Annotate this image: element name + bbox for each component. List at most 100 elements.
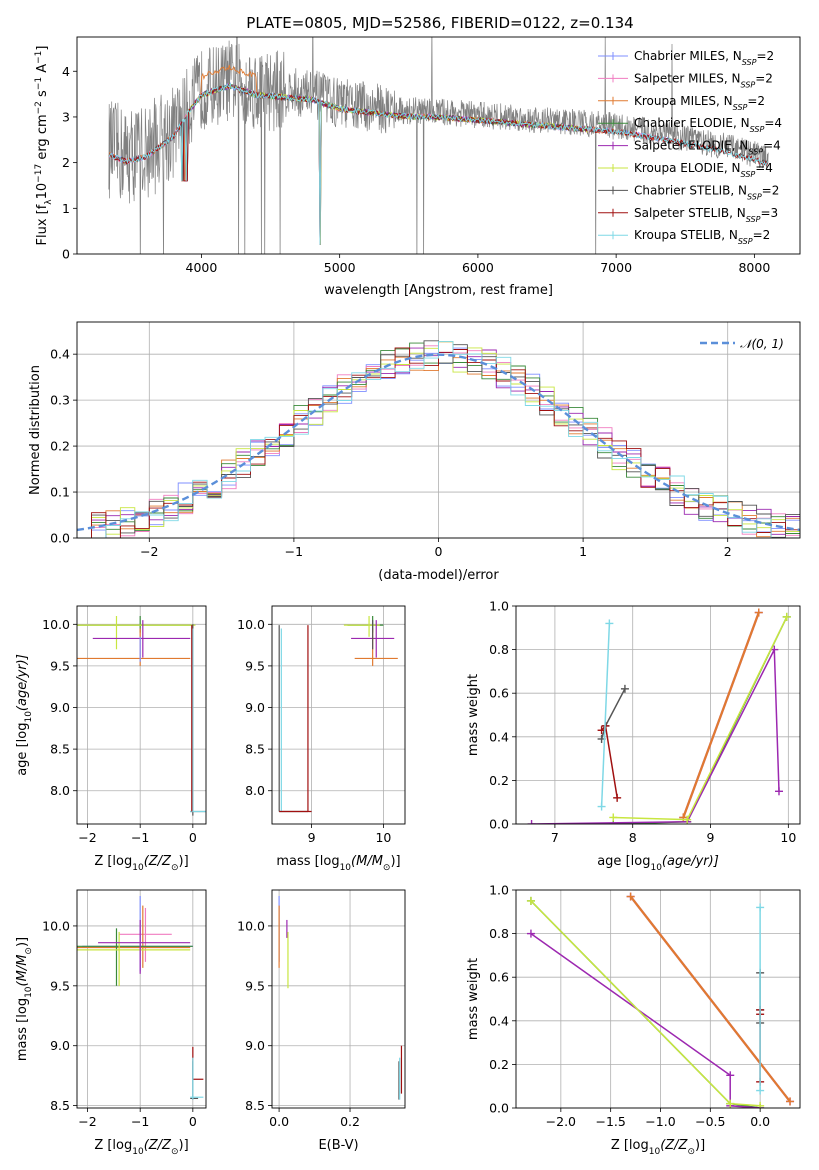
axes-frame [76,36,801,255]
y-tick-label: 8.5 [50,1098,70,1113]
x-tick-label: −0.5 [695,1114,725,1129]
x-tick-label: −1 [131,830,149,845]
x-tick-label: −1 [131,1114,149,1129]
y-axis-label: Flux [fλ10−17 erg cm−2 s−1 A−1] [34,46,54,246]
x-axis-label: (data-model)/error [378,568,499,583]
y-tick-label: 0.0 [489,817,509,832]
gaussian-curve [77,353,800,532]
x-tick-label: 8 [629,830,637,845]
axes-residuals: −2 −1 0 1 2 0.0 0.1 0.2 0.3 0.4 (data-model)/error… [28,321,801,583]
y-tick-label: 8.5 [245,1098,265,1113]
x-tick-label: −1 [285,544,303,559]
series-line-salpeter-elodie [531,649,780,824]
y-axis-label: mass weight [466,674,481,756]
y-tick-label: 9.5 [245,978,265,993]
legend-entry: Salpeter STELIB, NSSP=3 [634,206,778,224]
x-tick-label: 1 [579,544,587,559]
y-tick-label: 0.2 [489,1057,509,1072]
series-line-salpeter-elodie [530,932,761,1108]
series-line-kroupa-stelib [600,623,611,807]
y-tick-label: 0.6 [489,970,509,985]
y-tick-label: 4 [62,64,70,79]
y-tick-label: 1 [62,201,70,216]
plot-area-spectrum [108,37,769,254]
y-axis-label: mass weight [466,958,481,1040]
x-tick-label: 4000 [186,260,218,275]
y-tick-label: 9.5 [50,978,70,993]
axes-age-vs-mass: 9 10 8.0 8.5 9.0 9.5 10.0 mass [log10(M/M⊙)] [237,605,406,873]
y-tick-label: 3 [62,109,70,124]
x-tick-label: 9 [308,830,316,845]
y-tick-label: 10.0 [42,918,70,933]
x-tick-label: 0 [189,830,197,845]
y-tick-label: 10.0 [42,617,70,632]
axes-mass-vs-Z: −2 −1 0 8.5 9.0 9.5 10.0 Z [log10(Z/Z⊙)] mass [l… [15,889,207,1157]
observed-spectrum-line [108,37,769,254]
y-tick-label: 2 [62,155,70,170]
y-tick-label: 9.0 [245,700,265,715]
plot-area-weight-vs-age [527,608,791,824]
x-axis-label: wavelength [Angstrom, rest frame] [324,283,553,298]
axes-weight-vs-Z: −2.0 −1.5 −1.0 −0.5 0.0 0.0 0.2 0.4 0.6 0.8 1.0 Z [… [466,883,801,1157]
x-axis-label: Z [log10(Z/Z⊙)] [611,1138,705,1157]
y-tick-label: 0.0 [50,531,70,546]
axes-weight-vs-age: 7 8 9 10 0.0 0.2 0.4 0.6 0.8 1.0 age [log10(age/yr… [466,599,801,873]
series-line-kroupa-miles [682,612,760,818]
legend-entry: 𝒩(0, 1) [740,337,784,351]
x-tick-label: 0.0 [269,1114,289,1129]
x-tick-label: 5000 [324,260,356,275]
x-tick-label: 10 [375,830,391,845]
x-tick-label: −2 [78,1114,96,1129]
x-tick-label: 0.0 [750,1114,770,1129]
legend-entry: Kroupa ELODIE, NSSP=4 [634,161,773,179]
x-tick-label: −1.5 [595,1114,625,1129]
axes-age-vs-Z: −2 −1 0 8.0 8.5 9.0 9.5 10.0 Z [log10(Z/Z⊙)] age … [15,605,207,873]
model-line-salpeter-stelib [108,84,769,245]
y-tick-label: 0.2 [489,773,509,788]
x-tick-label: −2.0 [546,1114,576,1129]
legend-entry: Kroupa MILES, NSSP=2 [634,94,765,112]
y-tick-label: 9.0 [50,1038,70,1053]
x-tick-label: 8000 [738,260,770,275]
x-tick-label: 6000 [462,260,494,275]
x-tick-label: −2 [140,544,158,559]
y-axis-label: Normed distribution [28,365,43,495]
axes-frame [76,889,207,1109]
y-tick-label: 9.5 [245,658,265,673]
legend-entry: Chabrier STELIB, NSSP=2 [634,183,779,201]
axes-spectrum: 4000 5000 6000 7000 8000 0 1 2 3 4 wavelength [Ang… [34,36,801,298]
axes-mass-vs-ebv: 0.0 0.2 8.5 9.0 9.5 10.0 E(B-V) [237,889,406,1153]
legend-entry: Salpeter MILES, NSSP=2 [634,71,773,89]
y-tick-label: 0.4 [489,1013,509,1028]
plot-area-weight-vs-Z [526,892,795,1108]
legend-entry: Chabrier MILES, NSSP=2 [634,49,774,67]
figure-title: PLATE=0805, MJD=52586, FIBERID=0122, z=0… [246,14,633,32]
model-line-kroupa-stelib [108,82,769,245]
x-tick-label: 0 [189,1114,197,1129]
x-tick-label: 2 [724,544,732,559]
plot-area-mass-vs-Z [77,895,204,1100]
x-tick-label: 0 [435,544,443,559]
y-tick-label: 9.0 [245,1038,265,1053]
y-tick-label: 0.6 [489,686,509,701]
y-tick-label: 8.0 [245,783,265,798]
plot-area-age-vs-Z [77,615,206,816]
axes-frame [515,889,801,1109]
series-line-kroupa-elodie [613,616,788,821]
x-tick-label: 0.2 [340,1114,360,1129]
x-tick-label: 10 [780,830,796,845]
plot-area-age-vs-mass [278,615,398,813]
y-axis-label: age [log10(age/yr)] [15,654,34,776]
x-tick-label: 7000 [600,260,632,275]
y-tick-label: 0.0 [489,1101,509,1116]
legend-entry: Kroupa STELIB, NSSP=2 [634,228,770,246]
series-line-chabrier-elodie [530,900,761,1108]
axes-frame [271,889,406,1109]
axes-frame [271,605,406,825]
y-tick-label: 1.0 [489,599,509,614]
x-tick-label: −1.0 [645,1114,675,1129]
x-tick-label: −2 [78,830,96,845]
y-tick-label: 9.5 [50,658,70,673]
y-tick-label: 8.5 [245,742,265,757]
